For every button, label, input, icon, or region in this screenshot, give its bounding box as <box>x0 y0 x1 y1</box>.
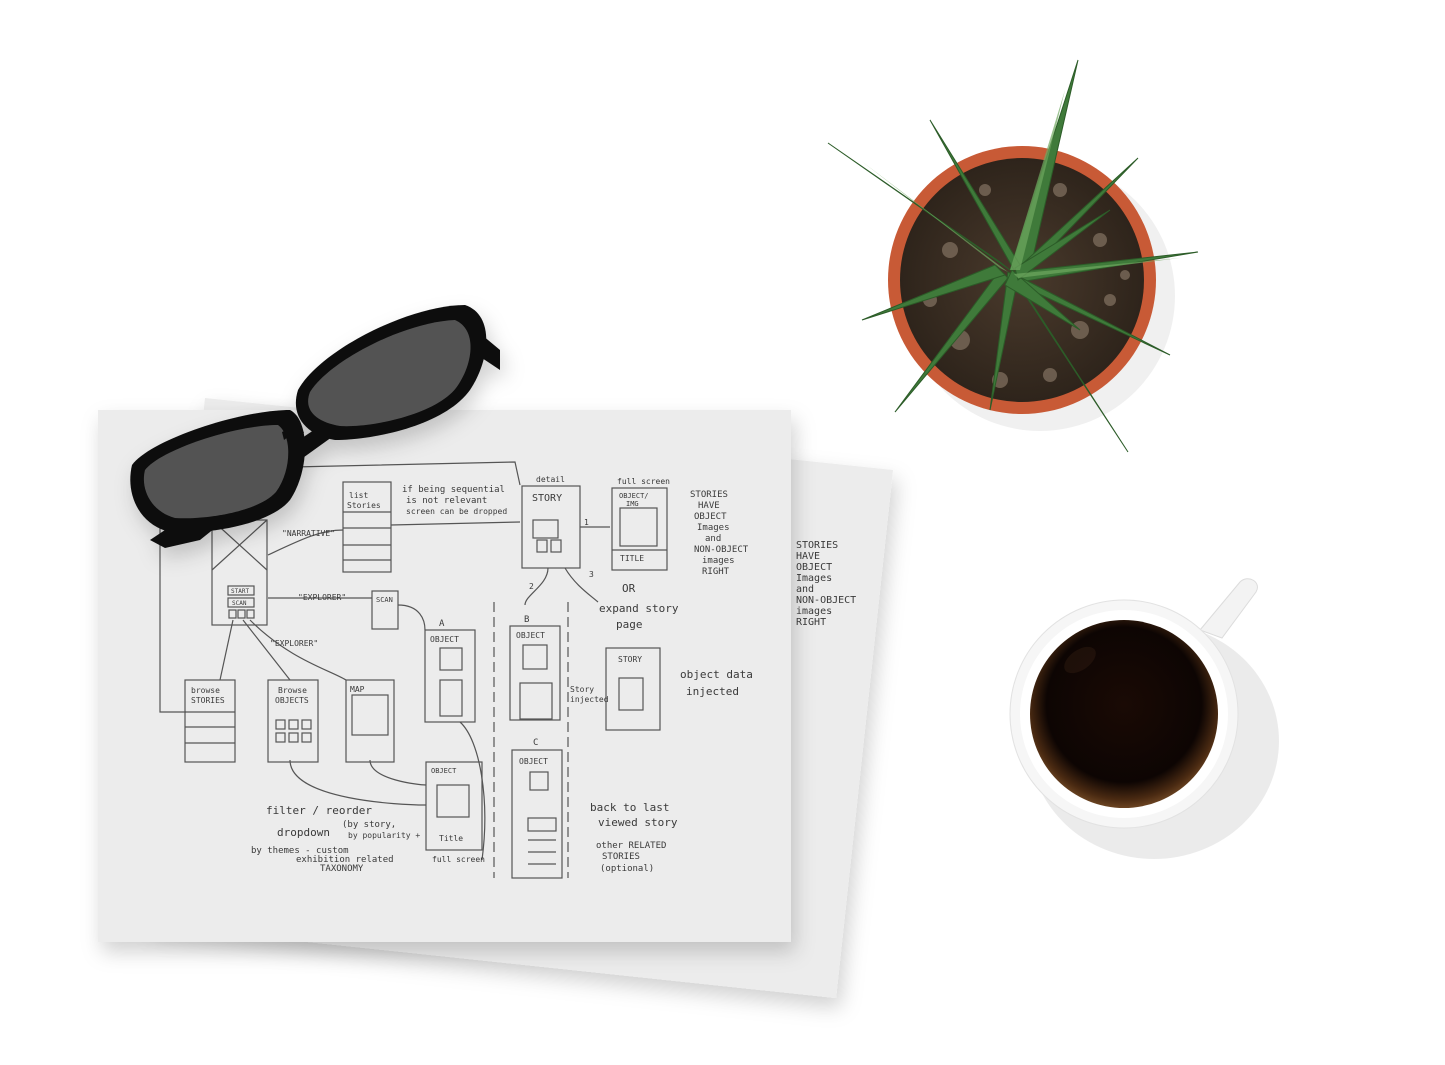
svg-text:STORIES: STORIES <box>191 696 225 705</box>
fullscreen-top-sketch <box>611 487 668 571</box>
svg-text:exhibition related: exhibition related <box>296 855 394 865</box>
svg-text:A: A <box>439 619 445 629</box>
svg-text:"EXPLORER": "EXPLORER" <box>298 593 346 602</box>
svg-text:OBJECT: OBJECT <box>694 512 727 522</box>
svg-text:and: and <box>796 584 814 595</box>
svg-text:STORY: STORY <box>618 655 642 664</box>
svg-text:Browse: Browse <box>278 686 307 695</box>
sketch-labels: "NARRATIVE" "EXPLORER" "EXPLORER" START … <box>191 475 753 874</box>
svg-text:MAP: MAP <box>350 685 365 694</box>
svg-text:OBJECT: OBJECT <box>516 631 545 640</box>
svg-text:C: C <box>533 738 538 748</box>
svg-text:full screen: full screen <box>617 477 670 486</box>
browse-objects-sketch <box>267 679 319 763</box>
svg-text:OBJECT: OBJECT <box>431 767 457 775</box>
svg-text:B: B <box>524 615 529 625</box>
eyeglasses <box>130 305 500 548</box>
svg-text:SCAN: SCAN <box>376 596 393 604</box>
svg-text:TAXONOMY: TAXONOMY <box>320 864 364 874</box>
svg-text:RIGHT: RIGHT <box>796 617 826 628</box>
svg-text:images: images <box>702 556 735 566</box>
svg-text:STORY: STORY <box>532 493 562 504</box>
object-a-sketch <box>424 629 476 723</box>
svg-text:Story: Story <box>570 685 594 694</box>
object-b-sketch <box>509 625 561 721</box>
svg-text:NON-OBJECT: NON-OBJECT <box>694 545 749 555</box>
svg-text:if being sequential: if being sequential <box>402 485 505 495</box>
svg-text:HAVE: HAVE <box>698 501 720 511</box>
svg-text:list: list <box>349 491 368 500</box>
svg-text:other RELATED: other RELATED <box>596 841 666 851</box>
browse-stories-sketch <box>184 679 236 763</box>
svg-text:Images: Images <box>697 523 730 533</box>
svg-text:page: page <box>616 618 643 631</box>
svg-text:IMG: IMG <box>626 500 639 508</box>
svg-text:STORIES: STORIES <box>602 852 640 862</box>
list-stories-sketch <box>342 481 392 573</box>
svg-text:back to last: back to last <box>590 801 669 814</box>
svg-text:STORIES: STORIES <box>690 490 728 500</box>
svg-text:Images: Images <box>796 573 832 584</box>
svg-text:OBJECT: OBJECT <box>519 757 548 766</box>
svg-text:HAVE: HAVE <box>796 551 820 562</box>
svg-text:by themes - custom: by themes - custom <box>251 846 349 856</box>
svg-text:screen can be dropped: screen can be dropped <box>406 507 507 516</box>
wireframe-sketch <box>159 461 668 879</box>
svg-text:SCAN: SCAN <box>232 600 247 607</box>
svg-text:START: START <box>231 588 249 595</box>
svg-text:injected: injected <box>570 695 609 704</box>
svg-text:filter / reorder: filter / reorder <box>266 804 372 817</box>
svg-text:dropdown: dropdown <box>277 826 330 839</box>
svg-text:OBJECT: OBJECT <box>430 635 459 644</box>
svg-text:injected: injected <box>686 685 739 698</box>
svg-text:browse: browse <box>191 686 220 695</box>
coffee-cup <box>1009 578 1279 859</box>
svg-text:and: and <box>705 534 721 544</box>
svg-text:NON-OBJECT: NON-OBJECT <box>796 595 856 606</box>
svg-text:detail: detail <box>536 475 565 484</box>
svg-text:Stories: Stories <box>347 501 381 510</box>
svg-text:(by story,: (by story, <box>342 820 396 830</box>
svg-text:expand story: expand story <box>599 602 679 615</box>
svg-text:2: 2 <box>529 582 534 591</box>
svg-text:OR: OR <box>622 582 636 595</box>
svg-text:Title: Title <box>439 834 463 843</box>
svg-text:viewed story: viewed story <box>598 816 678 829</box>
svg-text:"NARRATIVE": "NARRATIVE" <box>282 529 335 538</box>
fullscreen-bottom-sketch <box>425 761 483 851</box>
object-c-sketch <box>511 749 563 879</box>
svg-text:OBJECT/: OBJECT/ <box>619 492 649 500</box>
story-injected-sketch <box>605 647 661 731</box>
svg-text:TITLE: TITLE <box>620 554 644 563</box>
scan-box-sketch <box>371 590 399 630</box>
svg-text:"EXPLORER": "EXPLORER" <box>270 639 318 648</box>
svg-text:RIGHT: RIGHT <box>702 567 730 577</box>
svg-text:images: images <box>796 606 832 617</box>
svg-text:full screen: full screen <box>432 855 485 864</box>
svg-text:OBJECTS: OBJECTS <box>275 696 309 705</box>
potted-plant <box>827 59 1199 453</box>
svg-text:is not relevant: is not relevant <box>406 496 487 506</box>
svg-text:3: 3 <box>589 570 594 579</box>
svg-text:by popularity +: by popularity + <box>348 831 420 840</box>
back-sheet-text: STORIES HAVE OBJECT Images and NON-OBJEC… <box>796 540 856 628</box>
svg-text:OBJECT: OBJECT <box>796 562 832 573</box>
svg-text:object data: object data <box>680 668 753 681</box>
svg-text:1: 1 <box>584 518 589 527</box>
svg-text:(optional): (optional) <box>600 864 654 874</box>
svg-text:STORIES: STORIES <box>796 540 838 551</box>
